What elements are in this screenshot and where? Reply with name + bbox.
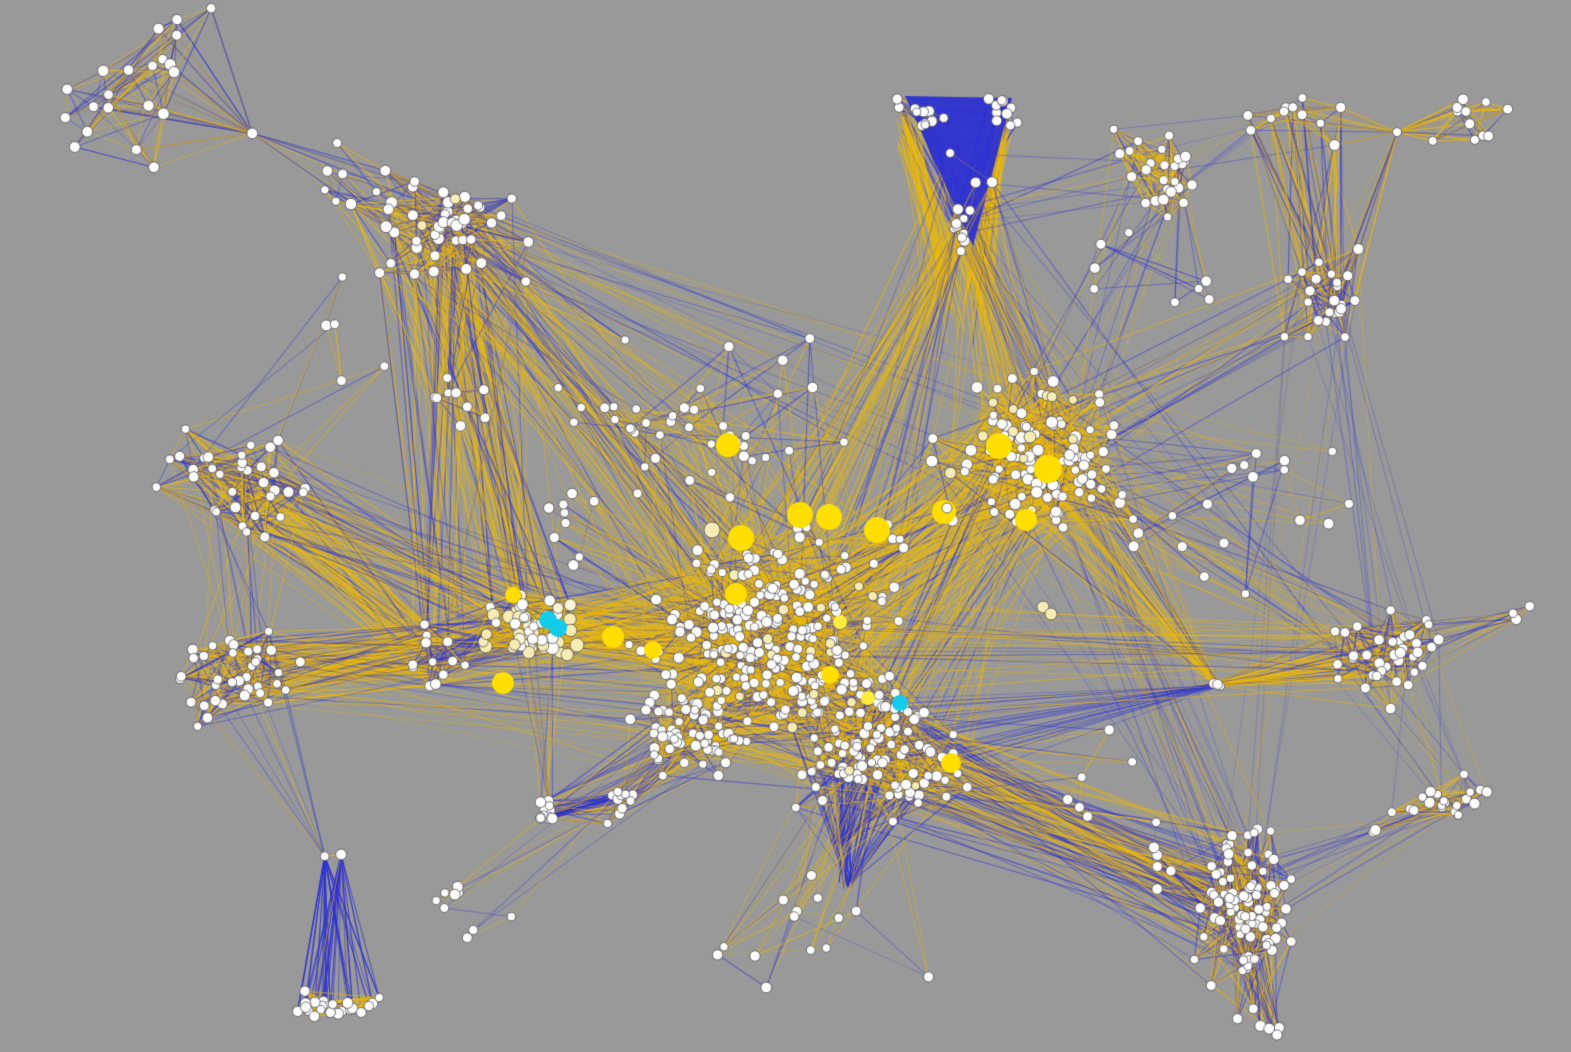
network-graph-canvas — [0, 0, 1571, 1052]
graph-viewport — [0, 0, 1571, 1052]
